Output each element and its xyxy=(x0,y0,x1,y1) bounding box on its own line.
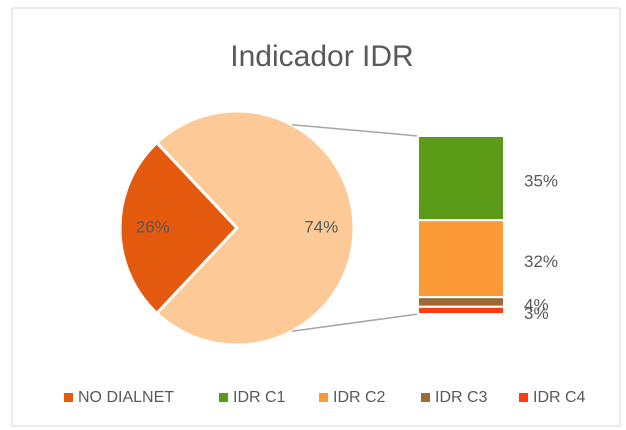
bar-segment xyxy=(417,305,505,315)
data-label: 32% xyxy=(524,252,558,271)
legend-label: IDR C4 xyxy=(533,389,586,406)
data-label: 74% xyxy=(304,217,338,236)
legend-label: IDR C2 xyxy=(333,389,386,406)
chart-title: Indicador IDR xyxy=(230,40,413,73)
legend-label: IDR C3 xyxy=(435,389,488,406)
connector xyxy=(291,313,419,333)
data-label: 35% xyxy=(524,172,558,191)
pie-slice xyxy=(118,140,240,316)
legend-swatch xyxy=(519,393,528,402)
legend-swatch xyxy=(421,393,430,402)
legend-swatch xyxy=(219,393,228,402)
data-label: 3% xyxy=(524,304,549,323)
legend-swatch xyxy=(64,393,73,402)
bar-segment xyxy=(417,296,505,308)
legend-label: IDR C1 xyxy=(233,389,286,406)
data-label: 26% xyxy=(136,217,170,236)
pie-slice xyxy=(154,109,356,347)
legend-label: NO DIALNET xyxy=(78,389,174,406)
bar-segment xyxy=(417,135,505,222)
legend-swatch xyxy=(319,393,328,402)
bar-segment xyxy=(417,219,505,299)
data-label: 4% xyxy=(524,295,549,314)
connector xyxy=(291,123,419,137)
